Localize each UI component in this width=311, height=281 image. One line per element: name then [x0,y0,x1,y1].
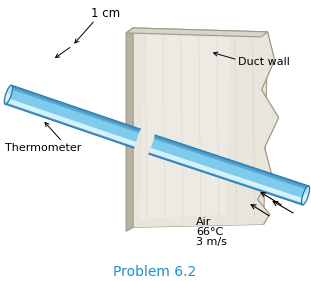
Text: Duct wall: Duct wall [238,57,290,67]
Polygon shape [154,138,308,190]
Text: 66°C: 66°C [196,227,223,237]
Polygon shape [10,86,140,133]
Polygon shape [133,28,268,227]
Text: Air: Air [196,217,211,227]
Polygon shape [126,28,268,37]
Polygon shape [133,28,279,227]
Polygon shape [140,35,230,219]
Text: Thermometer: Thermometer [6,142,82,153]
Text: 3 m/s: 3 m/s [196,237,227,247]
Ellipse shape [6,93,10,101]
Polygon shape [10,88,139,133]
Polygon shape [149,135,309,205]
Polygon shape [149,148,304,203]
Polygon shape [154,136,309,190]
Ellipse shape [301,186,310,205]
Text: Problem 6.2: Problem 6.2 [114,265,197,279]
Polygon shape [6,98,136,147]
Polygon shape [5,85,140,148]
Ellipse shape [303,194,307,201]
Polygon shape [126,28,133,231]
Text: 1 cm: 1 cm [91,8,120,21]
Ellipse shape [4,85,12,104]
